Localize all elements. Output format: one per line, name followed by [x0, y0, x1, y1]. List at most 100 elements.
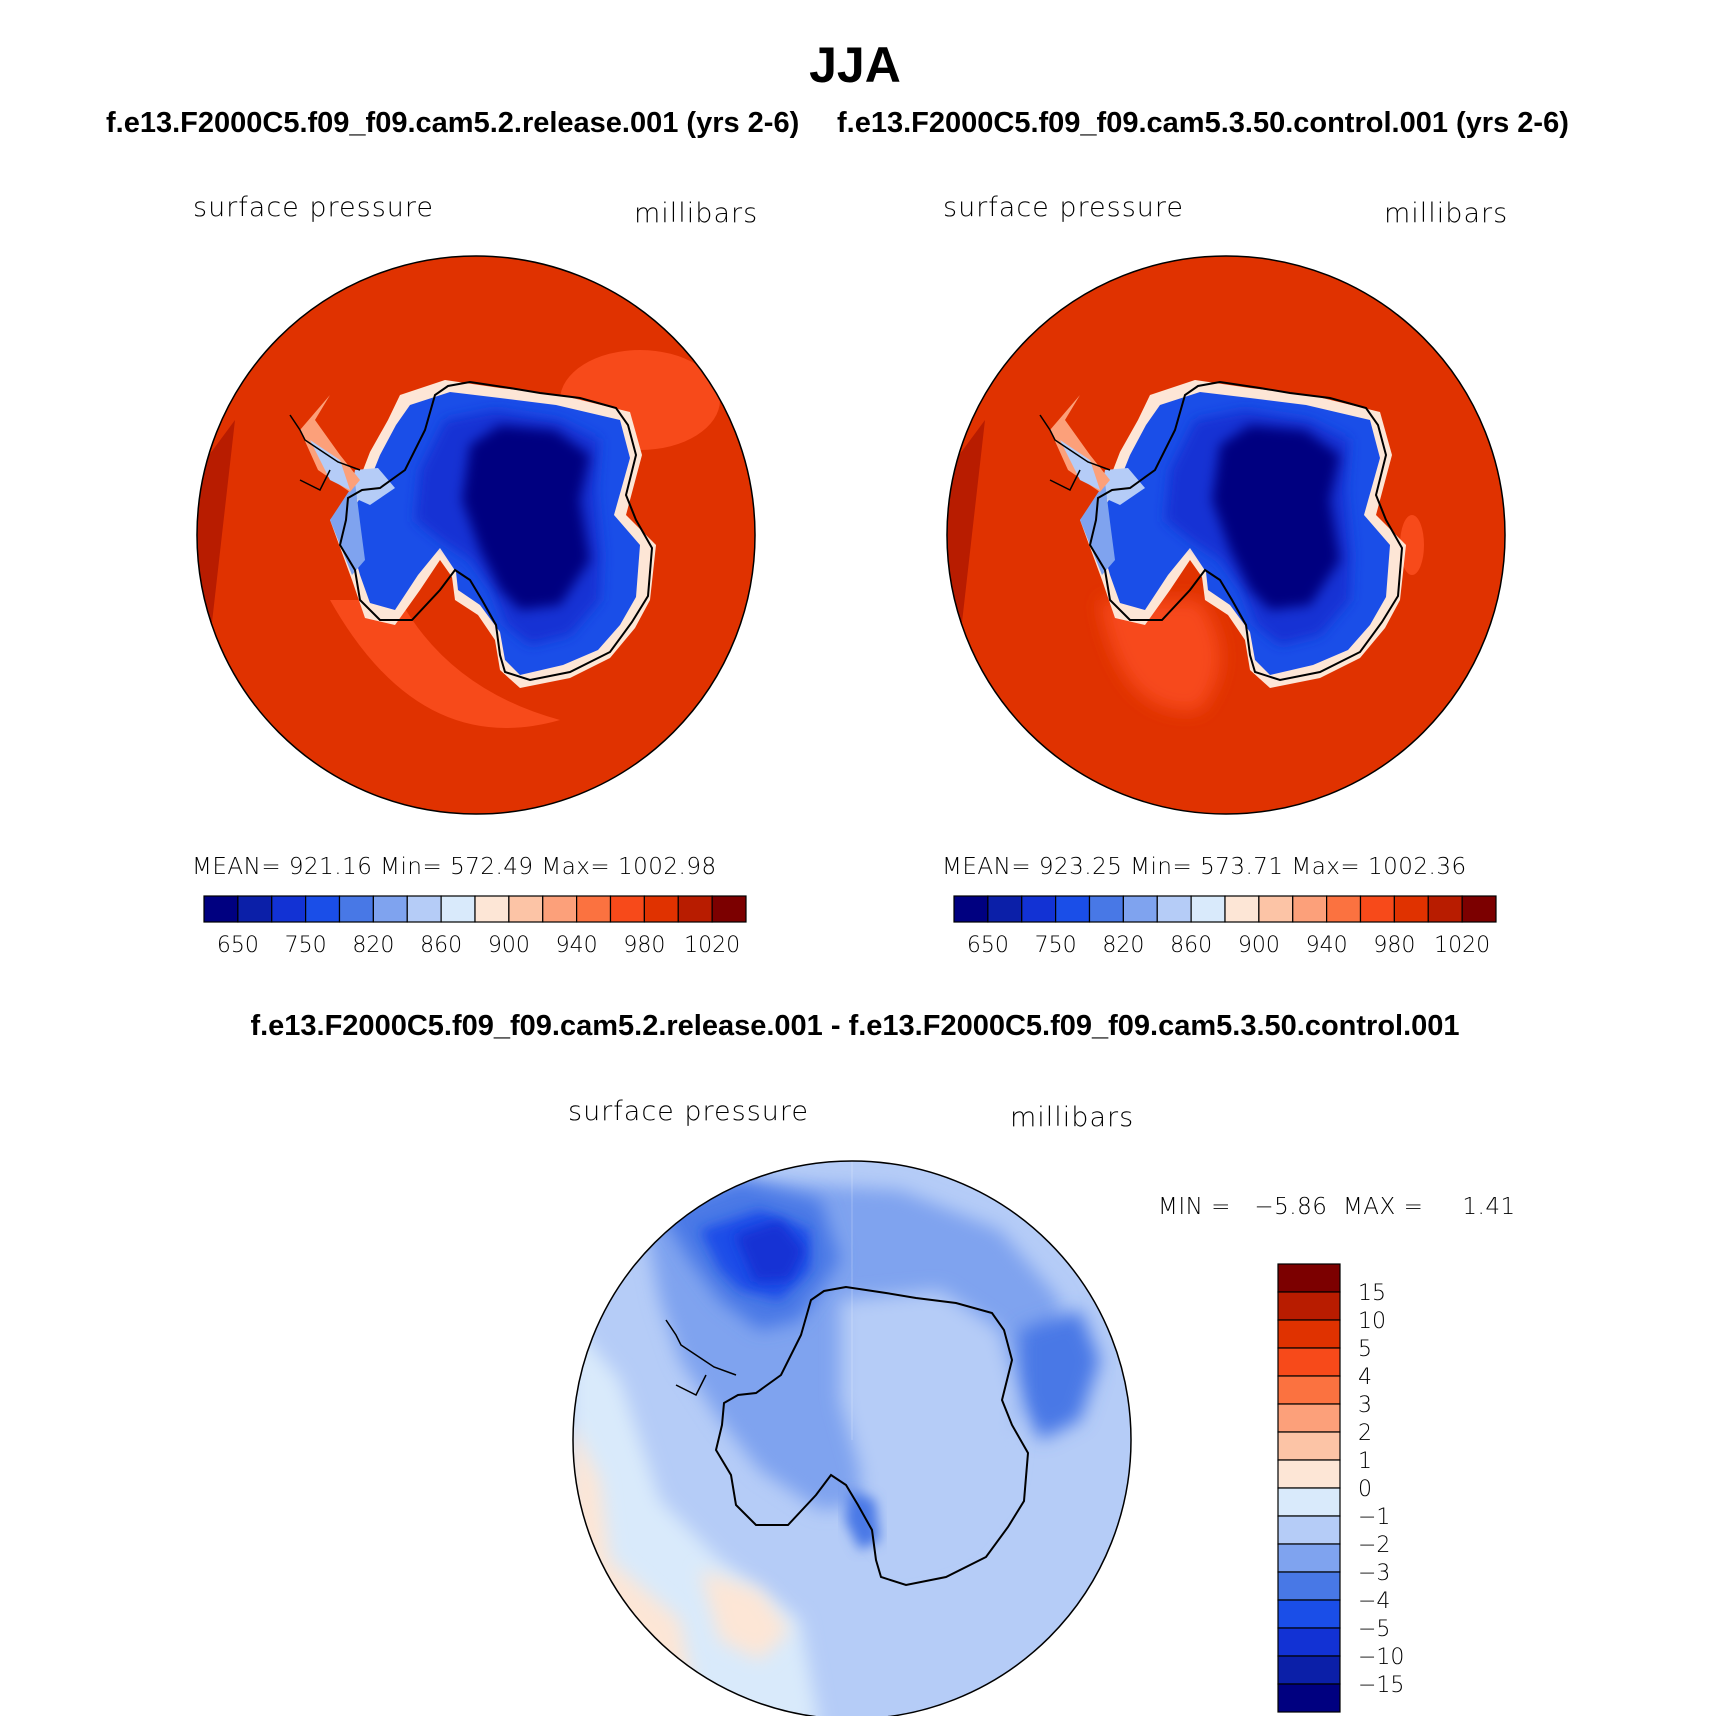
difference-colorbar-tick-label: −4	[1358, 1589, 1390, 1614]
difference-colorbar-tick-label: −10	[1358, 1645, 1404, 1670]
panel2-map-border	[946, 255, 1506, 815]
difference-colorbar-swatch	[1277, 1431, 1341, 1461]
panel1-colorbar-swatch	[338, 895, 374, 923]
difference-colorbar-swatch	[1277, 1291, 1341, 1321]
panel2-colorbar-swatch	[1088, 895, 1124, 923]
panel1-colorbar-tick-label: 750	[285, 933, 327, 958]
panel2-units-label: millibars	[1384, 198, 1509, 229]
figure-title: JJA	[809, 37, 901, 93]
panel1-colorbar-swatch	[677, 895, 713, 923]
panel1-colorbar-swatch	[711, 895, 747, 923]
panel2-colorbar-swatch	[1292, 895, 1328, 923]
panel1-colorbar-tick-label: 650	[217, 933, 259, 958]
difference-colorbar-tick-label: −2	[1358, 1533, 1390, 1558]
panel1-colorbar-swatch	[203, 895, 239, 923]
panel1-colorbar-swatch	[271, 895, 307, 923]
panel1-colorbar-tick-label: 860	[420, 933, 462, 958]
difference-colorbar-tick-label: −3	[1358, 1561, 1390, 1586]
panel1-units-label: millibars	[634, 198, 759, 229]
panel2-colorbar-tick-label: 860	[1170, 933, 1212, 958]
panel1-colorbar-swatch	[237, 895, 273, 923]
difference-colorbar-swatch	[1277, 1347, 1341, 1377]
difference-colorbar-tick-label: 2	[1358, 1421, 1372, 1446]
panel2-colorbar-swatch	[1224, 895, 1260, 923]
difference-colorbar-swatch	[1277, 1515, 1341, 1545]
difference-colorbar-swatch	[1277, 1627, 1341, 1657]
panel1-colorbar-swatch	[406, 895, 442, 923]
difference-colorbar-swatch	[1277, 1319, 1341, 1349]
panel1-colorbar-swatch	[305, 895, 341, 923]
difference-colorbar-swatch	[1277, 1375, 1341, 1405]
panel1-colorbar-tick-label: 900	[488, 933, 530, 958]
panel1-stats: MEAN= 921.16 Min= 572.49 Max= 1002.98	[192, 854, 717, 880]
panel2-stats: MEAN= 923.25 Min= 573.71 Max= 1002.36	[942, 854, 1467, 880]
difference-colorbar-tick-label: 15	[1358, 1281, 1386, 1306]
panel1-colorbar-swatch	[542, 895, 578, 923]
panel1-colorbar-swatch	[643, 895, 679, 923]
difference-minmax: MIN = −5.86 MAX = 1.41	[1158, 1194, 1516, 1220]
panel2-colorbar-swatch	[953, 895, 989, 923]
panel1-colorbar-swatch	[508, 895, 544, 923]
difference-colorbar-swatch	[1277, 1543, 1341, 1573]
difference-colorbar-tick-label: 0	[1358, 1477, 1372, 1502]
panel1-colorbar-swatch	[372, 895, 408, 923]
difference-colorbar-swatch	[1277, 1571, 1341, 1601]
panel2-colorbar-swatch	[987, 895, 1023, 923]
panel2-colorbar-swatch	[1427, 895, 1463, 923]
panel2-colorbar-tick-label: 900	[1238, 933, 1280, 958]
difference-colorbar-tick-label: 3	[1358, 1393, 1372, 1418]
panel2-colorbar-swatch	[1393, 895, 1429, 923]
panel1-variable-label: surface pressure	[193, 192, 434, 223]
difference-colorbar-tick-label: 5	[1358, 1337, 1372, 1362]
difference-map-border	[572, 1160, 1132, 1716]
panel2-colorbar-tick-label: 940	[1306, 933, 1348, 958]
panel2-case-title: f.e13.F2000C5.f09_f09.cam5.3.50.control.…	[837, 107, 1569, 139]
panel2-colorbar-swatch	[1359, 895, 1395, 923]
panel1-map	[197, 256, 755, 814]
difference-variable-label: surface pressure	[568, 1096, 809, 1127]
panel2-colorbar-swatch	[1258, 895, 1294, 923]
panel1-colorbar-swatch	[474, 895, 510, 923]
panel1-colorbar-swatch	[440, 895, 476, 923]
panel2-colorbar: 650 750 820 860 900 940 980 1020	[953, 895, 1497, 958]
panel2-colorbar-swatch	[1326, 895, 1362, 923]
panel1-colorbar-swatch	[576, 895, 612, 923]
panel2-colorbar-swatch	[1190, 895, 1226, 923]
panel2-colorbar-swatch	[1021, 895, 1057, 923]
panel1-colorbar-swatch	[609, 895, 645, 923]
difference-colorbar-tick-label: −5	[1358, 1617, 1390, 1642]
panel2-colorbar-swatch	[1156, 895, 1192, 923]
panel1-colorbar-tick-label: 940	[556, 933, 598, 958]
difference-colorbar-tick-label: 4	[1358, 1365, 1372, 1390]
panel1-colorbar-tick-label: 820	[352, 933, 394, 958]
difference-colorbar-swatch	[1277, 1403, 1341, 1433]
difference-colorbar-swatch	[1277, 1599, 1341, 1629]
panel2-colorbar-swatch	[1055, 895, 1091, 923]
panel2-colorbar-tick-label: 750	[1035, 933, 1077, 958]
panel2-map	[947, 256, 1505, 814]
difference-colorbar-swatch	[1277, 1683, 1341, 1713]
panel2-colorbar-swatch	[1461, 895, 1497, 923]
panel1-map-border	[196, 255, 756, 815]
panel1-colorbar-tick-label: 1020	[684, 933, 740, 958]
panel1-colorbar: 650 750 820 860 900 940 980 1020	[203, 895, 747, 958]
difference-colorbar-swatch	[1277, 1459, 1341, 1489]
difference-title: f.e13.F2000C5.f09_f09.cam5.2.release.001…	[250, 1010, 1460, 1042]
difference-colorbar-tick-label: −15	[1358, 1673, 1404, 1698]
panel1-colorbar-tick-label: 980	[623, 933, 665, 958]
panel2-colorbar-tick-label: 650	[967, 933, 1009, 958]
difference-colorbar-swatch	[1277, 1263, 1341, 1293]
panel2-colorbar-swatch	[1122, 895, 1158, 923]
panel2-colorbar-tick-label: 1020	[1434, 933, 1490, 958]
difference-colorbar-swatch	[1277, 1655, 1341, 1685]
difference-units-label: millibars	[1010, 1102, 1135, 1133]
panel2-colorbar-tick-label: 980	[1373, 933, 1415, 958]
panel2-variable-label: surface pressure	[943, 192, 1184, 223]
difference-map	[573, 1161, 1131, 1716]
difference-colorbar-tick-label: 1	[1358, 1449, 1372, 1474]
panel1-case-title: f.e13.F2000C5.f09_f09.cam5.2.release.001…	[106, 107, 800, 139]
difference-colorbar-tick-label: 10	[1358, 1309, 1386, 1334]
difference-colorbar-swatch	[1277, 1487, 1341, 1517]
